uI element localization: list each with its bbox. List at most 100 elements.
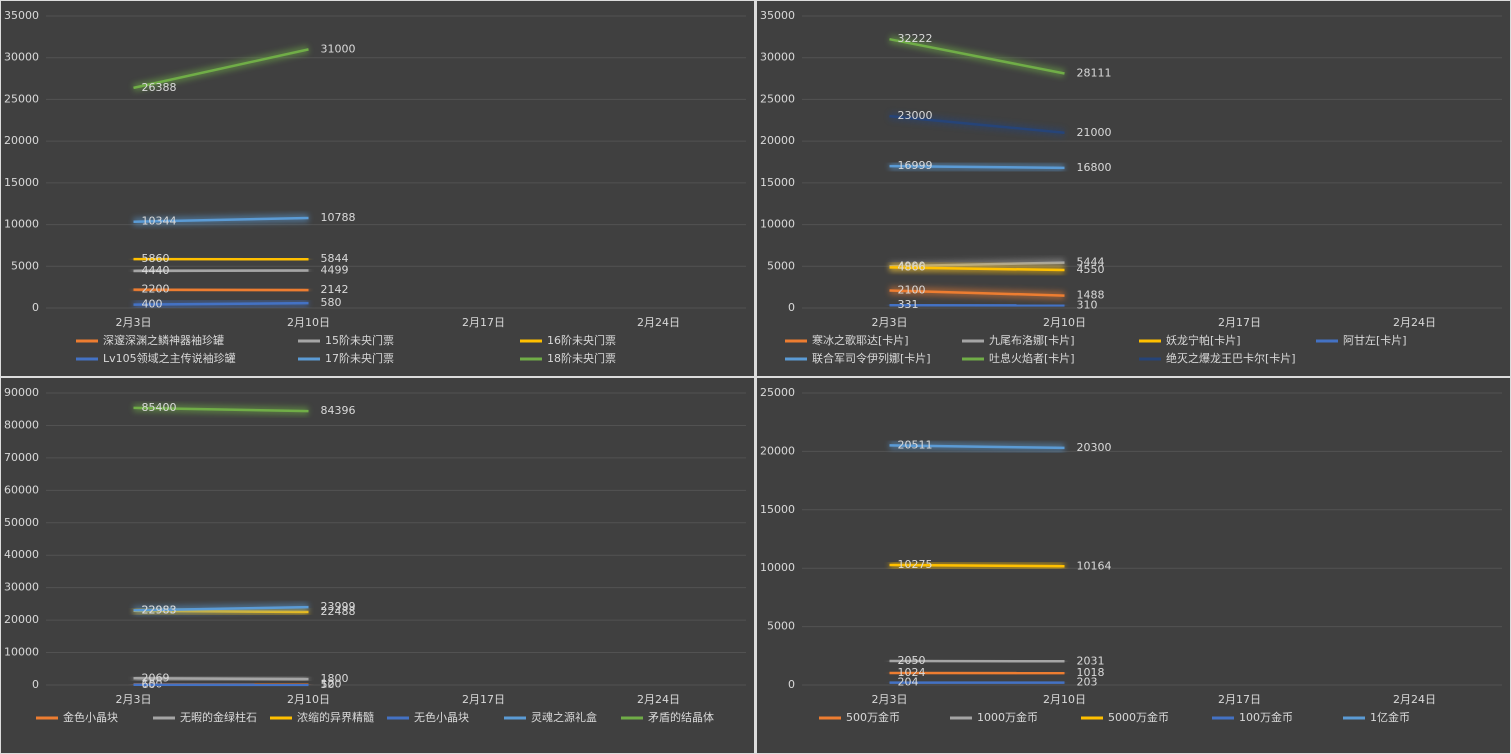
x-tick-label: 2月3日 bbox=[116, 693, 152, 706]
series-line bbox=[889, 114, 1065, 135]
chart-panel: 0 5000 10000 15000 20000 25000 2月3日 2月10日 2月17日 2… bbox=[757, 378, 1510, 753]
data-label: 16800 bbox=[1077, 161, 1112, 174]
chart-panel: 0 5000 10000 15000 20000 25000 30000 35000 2月3日 2… bbox=[757, 1, 1510, 376]
y-tick-label: 10000 bbox=[760, 561, 795, 574]
x-tick-label: 2月10日 bbox=[1043, 693, 1086, 706]
y-tick-label: 20000 bbox=[4, 134, 39, 147]
y-tick-label: 80000 bbox=[4, 418, 39, 431]
panel-background bbox=[757, 378, 1510, 753]
y-tick-label: 50000 bbox=[4, 516, 39, 529]
data-label: 203 bbox=[1077, 676, 1098, 689]
legend-label: 浓缩的异界精髓 bbox=[297, 710, 374, 724]
data-label: 2142 bbox=[321, 283, 349, 296]
data-label: 60 bbox=[142, 678, 156, 691]
data-label: 120 bbox=[321, 678, 342, 691]
x-tick-label: 2月10日 bbox=[287, 693, 330, 706]
data-label: 10164 bbox=[1077, 559, 1112, 572]
data-label: 23999 bbox=[321, 600, 356, 613]
data-label: 16999 bbox=[898, 159, 933, 172]
data-label: 1024 bbox=[898, 666, 926, 679]
y-tick-label: 35000 bbox=[4, 9, 39, 22]
y-tick-label: 10000 bbox=[4, 646, 39, 659]
series-line bbox=[133, 406, 309, 413]
data-label: 32222 bbox=[898, 32, 933, 45]
data-label: 5444 bbox=[1077, 256, 1105, 269]
data-label: 10344 bbox=[142, 215, 177, 228]
legend-label: 1亿金币 bbox=[1370, 710, 1410, 724]
y-tick-label: 10000 bbox=[4, 218, 39, 231]
y-tick-label: 15000 bbox=[760, 503, 795, 516]
legend-label: 妖龙宁帕[卡片] bbox=[1166, 333, 1241, 347]
legend-label: 18阶未央门票 bbox=[547, 351, 616, 365]
data-label: 23000 bbox=[898, 109, 933, 122]
legend-label: 矛盾的结晶体 bbox=[648, 710, 714, 724]
series-line bbox=[889, 164, 1065, 170]
legend-label: 无暇的金绿柱石 bbox=[180, 710, 257, 724]
y-tick-label: 15000 bbox=[4, 176, 39, 189]
data-label: 5860 bbox=[142, 252, 170, 265]
y-tick-label: 10000 bbox=[760, 218, 795, 231]
series-line bbox=[889, 37, 1065, 75]
data-label: 22488 bbox=[321, 605, 356, 618]
y-tick-label: 0 bbox=[788, 301, 795, 314]
y-tick-label: 25000 bbox=[760, 386, 795, 399]
x-tick-label: 2月3日 bbox=[872, 316, 908, 329]
data-label: 84396 bbox=[321, 404, 356, 417]
y-tick-label: 20000 bbox=[760, 444, 795, 457]
y-tick-label: 0 bbox=[32, 301, 39, 314]
data-label: 20511 bbox=[898, 438, 933, 451]
panel-background bbox=[1, 378, 754, 753]
data-label: 1018 bbox=[1077, 666, 1105, 679]
y-tick-label: 30000 bbox=[4, 581, 39, 594]
series-line bbox=[133, 301, 309, 306]
y-tick-label: 90000 bbox=[4, 386, 39, 399]
y-tick-label: 20000 bbox=[760, 134, 795, 147]
legend-label: 九尾布洛娜[卡片] bbox=[989, 333, 1075, 347]
x-tick-label: 2月10日 bbox=[287, 316, 330, 329]
legend-label: 阿甘左[卡片] bbox=[1343, 334, 1407, 347]
x-tick-label: 2月24日 bbox=[637, 693, 680, 706]
data-label: 4866 bbox=[898, 260, 926, 273]
y-tick-label: 15000 bbox=[760, 176, 795, 189]
data-label: 21000 bbox=[1077, 126, 1112, 139]
data-label: 580 bbox=[321, 296, 342, 309]
legend-label: 500万金币 bbox=[846, 710, 900, 724]
data-label: 2100 bbox=[898, 283, 926, 296]
legend-label: Lv105领域之主传说袖珍罐 bbox=[103, 351, 236, 365]
x-tick-label: 2月17日 bbox=[462, 693, 505, 706]
data-label: 5844 bbox=[321, 252, 349, 265]
x-tick-label: 2月3日 bbox=[116, 316, 152, 329]
data-label: 331 bbox=[898, 298, 919, 311]
legend-label: 5000万金币 bbox=[1108, 710, 1169, 724]
y-tick-label: 0 bbox=[32, 678, 39, 691]
x-tick-label: 2月17日 bbox=[1218, 316, 1261, 329]
y-tick-label: 20000 bbox=[4, 613, 39, 626]
legend-label: 100万金币 bbox=[1239, 710, 1293, 724]
legend-label: 17阶未央门票 bbox=[325, 351, 394, 365]
series-line bbox=[133, 677, 309, 681]
data-label: 26388 bbox=[142, 81, 177, 94]
series-line bbox=[889, 266, 1065, 272]
legend-label: 15阶未央门票 bbox=[325, 333, 394, 347]
series-line bbox=[889, 563, 1065, 568]
data-label: 4499 bbox=[321, 263, 349, 276]
data-label: 22983 bbox=[142, 603, 177, 616]
panel-background bbox=[1, 1, 754, 376]
data-label: 31000 bbox=[321, 42, 356, 55]
legend-label: 灵魂之源礼盒 bbox=[531, 710, 597, 724]
data-label: 28111 bbox=[1077, 66, 1112, 79]
x-tick-label: 2月24日 bbox=[1393, 693, 1436, 706]
data-label: 2050 bbox=[898, 654, 926, 667]
legend-label: 深邃深渊之鳞神器袖珍罐 bbox=[103, 333, 224, 347]
x-tick-label: 2月24日 bbox=[1393, 316, 1436, 329]
x-tick-label: 2月10日 bbox=[1043, 316, 1086, 329]
data-label: 50 bbox=[321, 678, 335, 691]
y-tick-label: 70000 bbox=[4, 451, 39, 464]
legend-label: 16阶未央门票 bbox=[547, 333, 616, 347]
legend-label: 绝灭之爆龙王巴卡尔[卡片] bbox=[1166, 351, 1296, 365]
legend-label: 联合军司令伊列娜[卡片] bbox=[812, 351, 931, 365]
y-tick-label: 30000 bbox=[4, 51, 39, 64]
data-label: 4550 bbox=[1077, 263, 1105, 276]
data-label: 2200 bbox=[142, 283, 170, 296]
